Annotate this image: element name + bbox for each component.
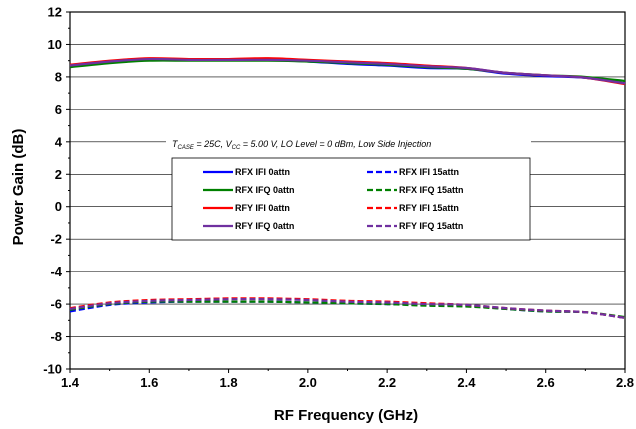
y-tick-label: 0 (55, 199, 62, 214)
x-tick-label: 2.8 (616, 375, 634, 390)
series-line-rfy-ifq-0attn (69, 57, 626, 85)
series-line-rfy-ifq-15attn (69, 298, 626, 319)
y-tick-label: 2 (55, 167, 62, 182)
series-lines (69, 57, 626, 319)
y-tick-label: -4 (50, 264, 62, 279)
test-conditions-annotation: TCASE = 25C, VCC = 5.00 V, LO Level = 0 … (172, 139, 431, 151)
y-tick-label: 12 (48, 5, 62, 20)
anno-t-value: = 25C, V (194, 139, 233, 149)
x-tick-label: 2.6 (537, 375, 555, 390)
x-tick-label: 1.6 (140, 375, 158, 390)
annotation-background (166, 136, 531, 151)
series-line-rfx-ifq-0attn (69, 59, 626, 83)
y-tick-label: 10 (48, 37, 62, 52)
y-tick-label: 6 (55, 102, 62, 117)
legend-label: RFX IFI 0attn (235, 167, 290, 177)
y-axis-title: Power Gain (dB) (10, 129, 27, 246)
legend-label: RFY IFQ 0attn (235, 221, 294, 231)
y-tick-label: 8 (55, 69, 62, 84)
y-tick-labels: -10 -8 -6 -4 -2 0 2 4 6 8 10 12 (43, 5, 63, 377)
anno-t: T (172, 139, 179, 149)
x-tick-labels: 1.4 1.6 1.8 2.0 2.2 2.4 2.6 2.8 (61, 375, 634, 390)
y-tick-label: 4 (55, 134, 63, 149)
x-tick-label: 1.8 (220, 375, 238, 390)
x-tick-label: 2.0 (299, 375, 317, 390)
legend: RFX IFI 0attn RFX IFI 15attn RFX IFQ 0attn… (171, 157, 531, 241)
x-tick-label: 2.4 (457, 375, 476, 390)
legend-label: RFY IFI 15attn (399, 203, 459, 213)
legend-label: RFX IFI 15attn (399, 167, 459, 177)
x-tick-label: 1.4 (61, 375, 80, 390)
legend-box (171, 157, 531, 241)
legend-label: RFY IFQ 15attn (399, 221, 463, 231)
y-tick-label: -10 (43, 362, 62, 377)
anno-rest: = 5.00 V, LO Level = 0 dBm, Low Side Inj… (240, 139, 431, 149)
anno-t-sub: CASE (178, 145, 195, 151)
y-tick-label: -8 (50, 329, 62, 344)
axis-ticks (66, 11, 626, 373)
anno-v-sub: CC (232, 145, 241, 151)
legend-label: RFX IFQ 15attn (399, 185, 464, 195)
x-axis-title: RF Frequency (GHz) (274, 407, 418, 424)
y-tick-label: -2 (50, 232, 62, 247)
legend-label: RFY IFI 0attn (235, 203, 290, 213)
legend-label: RFX IFQ 0attn (235, 185, 295, 195)
x-tick-label: 2.2 (378, 375, 396, 390)
y-tick-label: -6 (50, 297, 62, 312)
